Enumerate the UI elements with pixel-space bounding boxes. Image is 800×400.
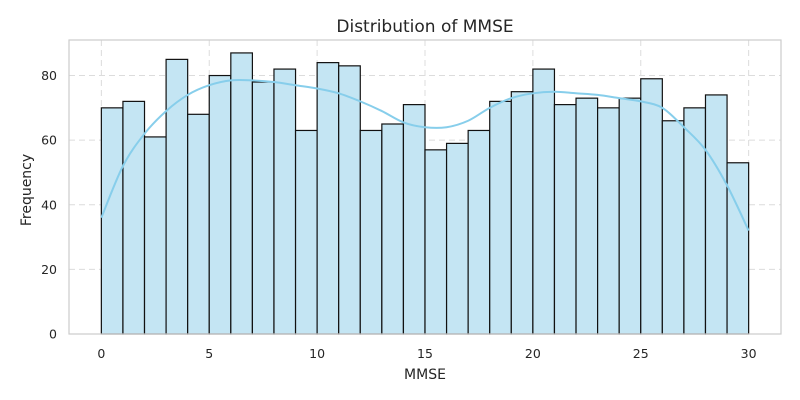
histogram-bar <box>683 107 707 335</box>
y-axis-label: Frequency <box>19 154 35 226</box>
x-tick-label: 30 <box>741 346 757 361</box>
plot-frame <box>68 39 782 335</box>
histogram-bar <box>553 104 577 335</box>
histogram-bar <box>726 162 750 335</box>
histogram-bar <box>704 94 728 335</box>
y-tick-label: 20 <box>41 262 57 277</box>
histogram-bar <box>230 52 253 335</box>
histogram-bar <box>532 68 556 335</box>
histogram-bar <box>402 104 426 335</box>
y-axis-ticks: 0 20 40 60 80 <box>41 68 57 341</box>
x-tick-label: 15 <box>417 346 433 361</box>
x-tick-label: 5 <box>205 346 213 361</box>
histogram-bar <box>445 142 469 335</box>
x-tick-label: 0 <box>97 346 105 361</box>
histogram-bar <box>165 58 189 335</box>
histogram-bar <box>316 62 340 335</box>
histogram-bar <box>273 68 297 335</box>
histogram-bar <box>251 81 275 335</box>
histogram-bar <box>618 97 642 335</box>
y-tick-label: 60 <box>41 133 57 148</box>
histogram-bar <box>100 107 124 335</box>
histogram-bar <box>338 65 361 335</box>
histogram-bar <box>187 113 210 335</box>
histogram-bar <box>143 136 167 335</box>
histogram-bar <box>597 107 620 335</box>
histogram-bar <box>294 129 318 335</box>
kde-curve <box>100 78 750 232</box>
histogram-bar <box>575 97 599 335</box>
histogram-bar <box>359 129 383 335</box>
x-tick-label: 25 <box>633 346 649 361</box>
histogram-bar <box>424 149 448 335</box>
histogram-bar <box>467 129 491 335</box>
histogram-bar <box>661 120 685 335</box>
x-tick-label: 10 <box>309 346 325 361</box>
histogram-bar <box>640 78 663 335</box>
y-tick-label: 40 <box>41 197 57 212</box>
x-axis-label: MMSE <box>404 367 446 383</box>
y-tick-label: 0 <box>49 327 57 342</box>
x-axis-ticks: 0 5 10 15 20 25 30 <box>97 346 756 361</box>
histogram-bar <box>489 100 512 335</box>
histogram-bars <box>100 52 750 335</box>
chart-title: Distribution of MMSE <box>336 17 513 37</box>
y-tick-label: 80 <box>41 68 57 83</box>
histogram-bar <box>381 123 405 335</box>
x-tick-label: 20 <box>525 346 541 361</box>
histogram-bar <box>510 91 534 335</box>
histogram-bar <box>208 74 232 335</box>
